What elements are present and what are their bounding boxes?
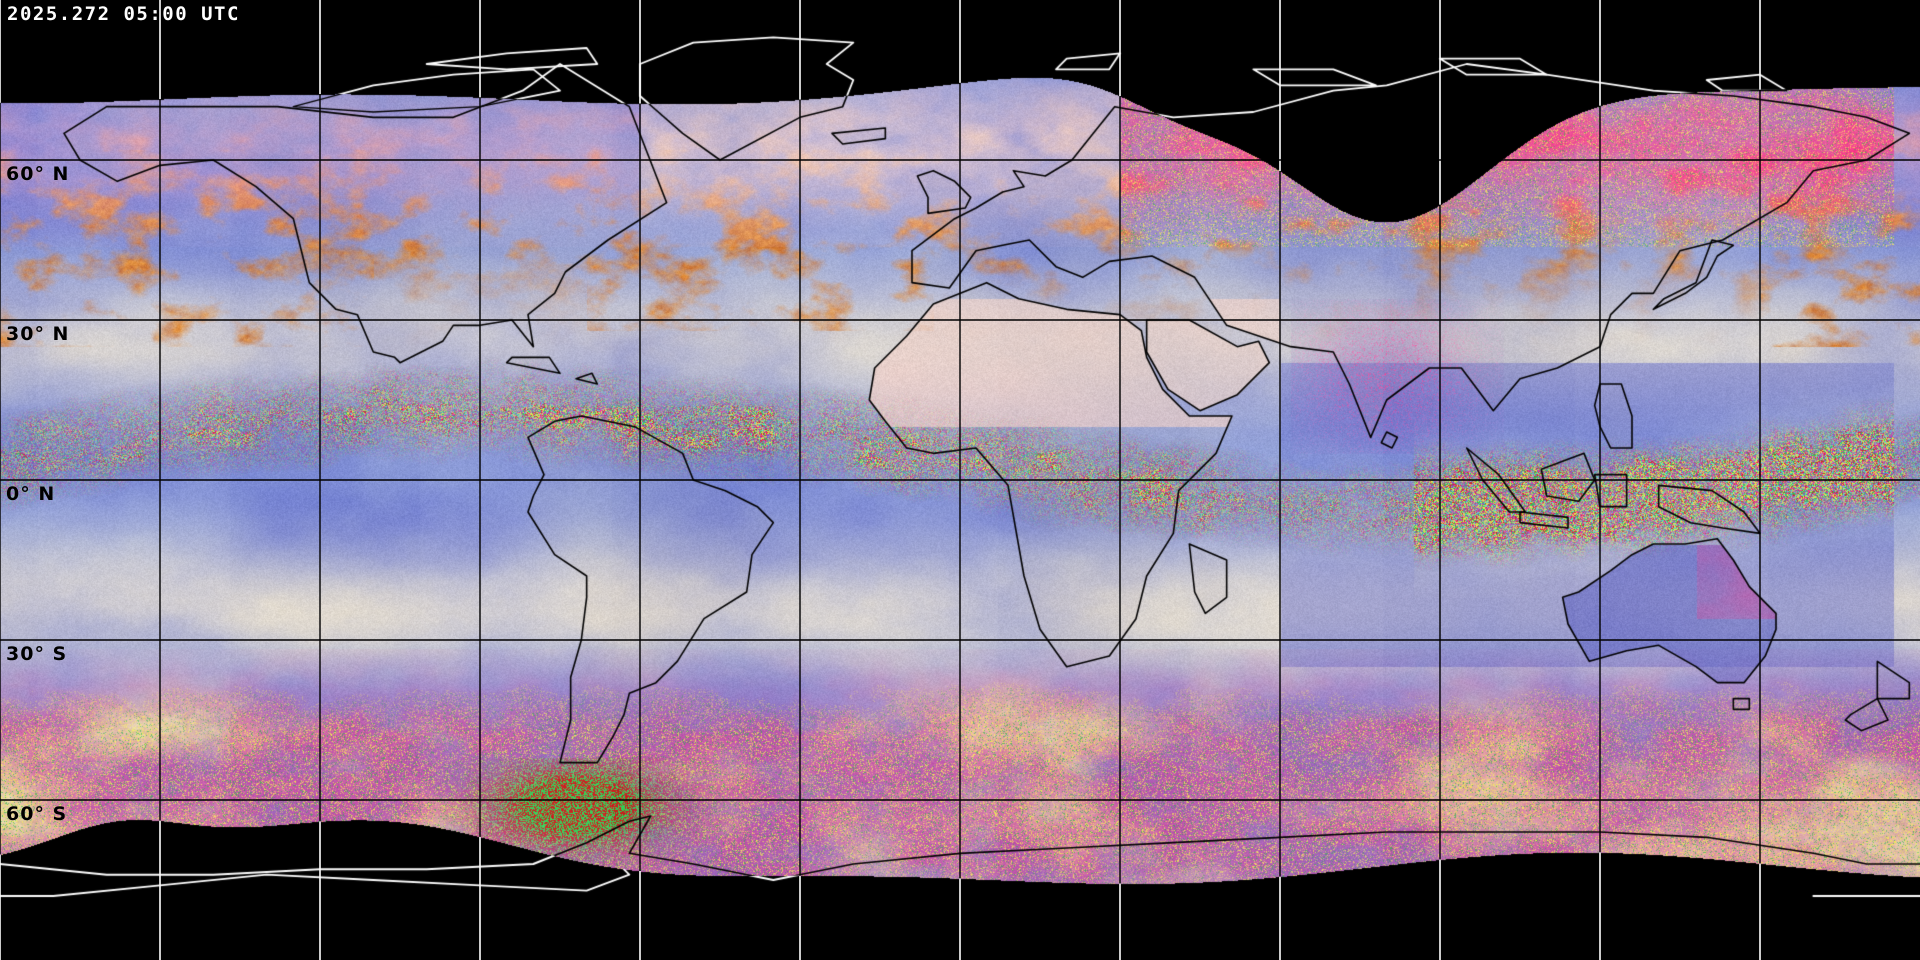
latitude-label-30n: 30° N: [6, 323, 70, 345]
latitude-label-30s: 30° S: [6, 643, 68, 665]
timestamp-label: 2025.272 05:00 UTC: [7, 3, 240, 25]
latitude-label-equator: 0° N: [6, 483, 56, 505]
latitude-label-60s: 60° S: [6, 803, 68, 825]
latitude-label-60n: 60° N: [6, 163, 70, 185]
